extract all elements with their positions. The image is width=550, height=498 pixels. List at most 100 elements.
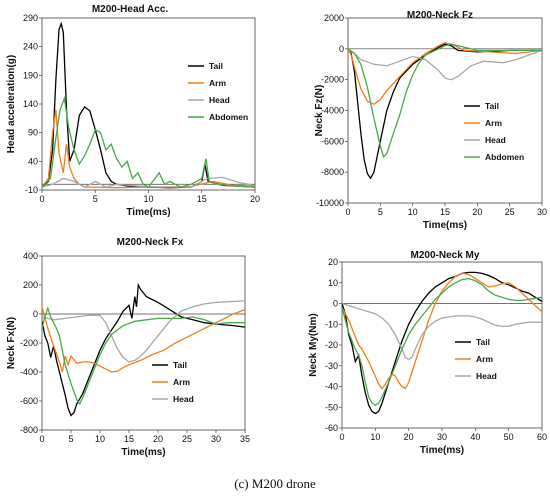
chart-title: M200-Neck Fz xyxy=(407,10,473,21)
x-tick-label: 10 xyxy=(408,207,418,217)
series-line-abdomen xyxy=(42,95,255,188)
legend-label-tail: Tail xyxy=(476,337,490,347)
series-line-head xyxy=(42,176,255,188)
x-tick-label: 30 xyxy=(437,432,447,442)
x-axis-label: Time(ms) xyxy=(420,445,464,456)
x-tick-label: 0 xyxy=(339,432,344,442)
x-tick-label: 15 xyxy=(124,434,134,444)
y-tick-label: 0 xyxy=(339,44,344,54)
x-tick-label: 30 xyxy=(537,207,547,217)
legend-label-head: Head xyxy=(209,95,230,105)
series-line-arm xyxy=(342,272,542,390)
legend-label-arm: Arm xyxy=(476,354,493,364)
y-tick-label: -400 xyxy=(20,367,38,377)
y-axis-label: Neck Fz(N) xyxy=(314,85,325,137)
x-tick-label: 10 xyxy=(95,434,105,444)
y-tick-label: -2000 xyxy=(321,75,344,85)
chart-title: M200-Head Acc. xyxy=(92,4,169,15)
series-line-abdomen xyxy=(342,277,542,406)
x-tick-label: 15 xyxy=(197,194,207,204)
series-line-tail xyxy=(42,21,255,189)
y-tick-label: -6000 xyxy=(321,136,344,146)
y-tick-label: 20 xyxy=(328,257,338,267)
legend-label-arm: Arm xyxy=(485,118,502,128)
x-tick-label: 20 xyxy=(404,432,414,442)
y-axis-label: Neck My(Nm) xyxy=(308,313,319,376)
x-tick-label: 20 xyxy=(472,207,482,217)
chart-title: M200-Neck My xyxy=(411,250,480,261)
series-line-abdomen xyxy=(42,306,245,406)
y-tick-label: 0 xyxy=(33,309,38,319)
chart-panel-4: M200-Neck My 0 10 20 30 40 50 60 -60 -50 -40 -30 -20… xyxy=(308,250,547,456)
y-tick-label: -10000 xyxy=(316,198,344,208)
legend-label-head: Head xyxy=(173,394,194,404)
y-tick-label: 10 xyxy=(328,278,338,288)
x-tick-label: 35 xyxy=(240,434,250,444)
x-tick-label: 5 xyxy=(378,207,383,217)
y-tick-label: -10 xyxy=(25,185,38,195)
series-line-head xyxy=(42,300,245,363)
y-tick-label: 0 xyxy=(333,299,338,309)
x-axis-label: Time(ms) xyxy=(121,447,165,458)
x-tick-label: 50 xyxy=(504,432,514,442)
y-tick-label: 400 xyxy=(23,251,38,261)
chart-panel-2: M200-Neck Fz 0 5 10 15 20 25 30 -10000 -8000 -6000… xyxy=(314,10,547,231)
y-tick-label: -60 xyxy=(325,423,338,433)
x-axis-label: Time(ms) xyxy=(423,220,467,231)
x-tick-label: 60 xyxy=(537,432,547,442)
y-tick-label: 2000 xyxy=(324,13,344,23)
legend-label-head: Head xyxy=(485,135,506,145)
x-tick-label: 10 xyxy=(143,194,153,204)
y-tick-label: -600 xyxy=(20,396,38,406)
legend-label-tail: Tail xyxy=(173,360,187,370)
y-tick-label: 40 xyxy=(28,156,38,166)
series-line-tail xyxy=(348,43,542,180)
series-line-arm xyxy=(348,42,542,106)
legend-label-arm: Arm xyxy=(209,78,226,88)
series-line-head xyxy=(348,48,542,81)
x-tick-label: 30 xyxy=(211,434,221,444)
y-tick-label: 200 xyxy=(23,280,38,290)
y-tick-label: -20 xyxy=(325,340,338,350)
x-tick-label: 5 xyxy=(93,194,98,204)
x-tick-label: 15 xyxy=(440,207,450,217)
y-tick-label: -200 xyxy=(20,338,38,348)
y-tick-label: 140 xyxy=(23,99,38,109)
x-axis-label: Time(ms) xyxy=(126,207,170,218)
y-tick-label: -50 xyxy=(325,402,338,412)
chart-panel-3: M200-Neck Fx 0 5 10 15 20 25 30 35 -800 -600 -400 -2… xyxy=(6,237,250,458)
y-tick-label: -30 xyxy=(325,361,338,371)
y-axis-label: Head acceleration(g) xyxy=(6,55,17,153)
series-line-abdomen xyxy=(348,43,542,159)
x-tick-label: 5 xyxy=(68,434,73,444)
series-line-arm xyxy=(42,306,245,373)
y-tick-label: 90 xyxy=(28,128,38,138)
x-tick-label: 10 xyxy=(370,432,380,442)
chart-panel-1: M200-Head Acc. 0 5 10 15 20 -10 40 90 140 190 240 29… xyxy=(6,4,260,218)
figure-caption: (c) M200 drone xyxy=(234,476,316,491)
x-tick-label: 25 xyxy=(505,207,515,217)
series-line-head xyxy=(342,302,542,361)
legend-label-abdomen: Abdomen xyxy=(485,152,524,162)
y-tick-label: -8000 xyxy=(321,167,344,177)
series-line-tail xyxy=(42,282,245,417)
x-tick-label: 0 xyxy=(39,434,44,444)
x-tick-label: 0 xyxy=(39,194,44,204)
legend-label-abdomen: Abdomen xyxy=(209,112,248,122)
chart-title: M200-Neck Fx xyxy=(117,237,184,248)
plot-frame xyxy=(41,255,246,431)
x-tick-label: 20 xyxy=(153,434,163,444)
series-line-tail xyxy=(342,271,542,415)
y-axis-label: Neck Fx(N) xyxy=(6,317,17,369)
x-tick-label: 0 xyxy=(345,207,350,217)
legend-label-head: Head xyxy=(476,371,497,381)
y-tick-label: 190 xyxy=(23,70,38,80)
legend-label-tail: Tail xyxy=(485,101,499,111)
x-tick-label: 20 xyxy=(250,194,260,204)
y-tick-label: -10 xyxy=(325,319,338,329)
y-tick-label: 290 xyxy=(23,13,38,23)
legend-label-arm: Arm xyxy=(173,377,190,387)
y-tick-label: -4000 xyxy=(321,106,344,116)
x-tick-label: 25 xyxy=(182,434,192,444)
